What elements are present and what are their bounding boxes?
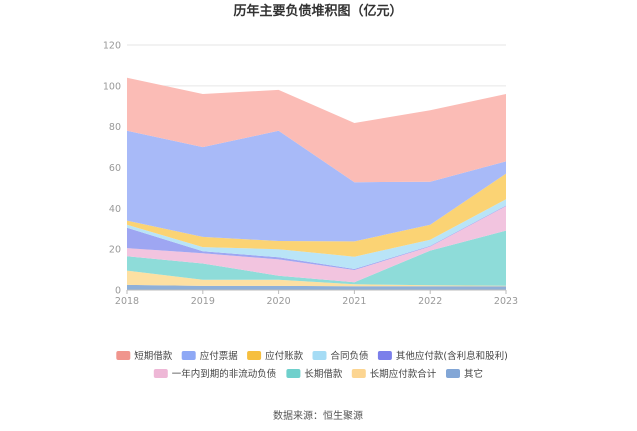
y-tick-label: 100 [103,81,121,92]
legend-item-合同负债[interactable]: 合同负债 [312,350,370,362]
area-series-应付账款[interactable] [127,173,506,257]
legend-item-其他应付款(含利息和股利)[interactable]: 其他应付款(含利息和股利) [377,350,508,362]
area-series-短期借款[interactable] [127,77,506,183]
area-series-其他应付款(含利息和股利)[interactable] [127,205,506,271]
legend-item-长期应付款合计[interactable]: 长期应付款合计 [351,368,437,380]
legend-item-一年内到期的非流动负债[interactable]: 一年内到期的非流动负债 [153,368,277,380]
legend-swatch [446,369,460,378]
legend-item-短期借款[interactable]: 短期借款 [116,350,173,362]
y-tick-label: 0 [115,286,121,297]
y-tick-label: 20 [109,245,121,256]
legend-label: 短期借款 [134,350,173,362]
y-tick-label: 40 [109,204,121,215]
legend-label: 长期应付款合计 [370,368,437,380]
data-source-note: 数据来源：恒生聚源 [273,409,363,422]
y-tick-label: 60 [109,163,121,174]
legend-swatch [286,369,301,378]
area-series-长期借款[interactable] [127,230,506,286]
legend-label: 一年内到期的非流动负债 [172,368,277,380]
area-series-group [127,77,506,290]
legend-label: 其他应付款(含利息和股利) [396,350,508,362]
area-series-一年内到期的非流动负债[interactable] [127,206,506,283]
area-series-合同负债[interactable] [127,199,506,269]
area-series-应付票据[interactable] [127,130,506,242]
legend-swatch [247,351,262,360]
legend-swatch [181,351,196,360]
legend-item-应付票据[interactable]: 应付票据 [181,350,239,362]
x-tick-label: 2020 [267,296,291,307]
x-tick-label: 2021 [342,296,366,307]
legend-label: 长期借款 [304,368,343,380]
legend-swatch [377,351,392,360]
legend-label: 应付账款 [265,350,304,362]
y-tick-label: 80 [109,122,121,133]
legend-swatch [312,351,327,360]
x-tick-label: 2019 [191,296,215,307]
area-series-其它[interactable] [127,284,506,290]
legend-label: 合同负债 [331,350,370,362]
legend-item-应付账款[interactable]: 应付账款 [247,350,304,362]
x-tick-label: 2022 [418,296,442,307]
legend-label: 其它 [464,368,483,380]
legend-item-其它[interactable]: 其它 [446,368,483,380]
chart-title: 历年主要负债堆积图（亿元） [233,3,402,19]
x-tick-label: 2018 [115,296,139,307]
x-tick-label: 2023 [494,296,518,307]
legend-swatch [351,369,366,378]
legend-item-长期借款[interactable]: 长期借款 [286,368,343,380]
legend-swatch [153,369,168,378]
area-series-长期应付款合计[interactable] [127,270,506,287]
legend[interactable]: 短期借款 应付票据 应付账款 合同负债 其他应付款(含利息和股利) 一年内到期的非流动负债… [116,350,508,380]
y-tick-label: 120 [103,41,121,52]
legend-label: 应付票据 [200,350,239,362]
legend-swatch [116,351,131,360]
axes: 0 20 40 60 80 100 120 2018 2019 2020 2021 2022 2023 [103,41,518,308]
